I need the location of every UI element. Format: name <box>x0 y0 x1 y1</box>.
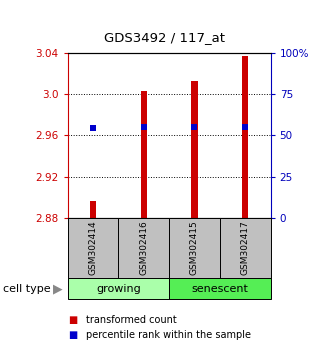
Bar <box>169 218 220 278</box>
Bar <box>220 218 271 278</box>
Text: GSM302414: GSM302414 <box>88 221 98 275</box>
Text: cell type: cell type <box>3 284 51 294</box>
Bar <box>242 56 248 218</box>
Text: GSM302417: GSM302417 <box>241 221 250 275</box>
Text: transformed count: transformed count <box>86 315 177 325</box>
Text: GDS3492 / 117_at: GDS3492 / 117_at <box>105 31 225 44</box>
Text: ▶: ▶ <box>53 283 63 296</box>
Text: ■: ■ <box>68 330 77 339</box>
Bar <box>68 278 169 299</box>
Bar <box>141 91 147 218</box>
Bar <box>90 201 96 218</box>
Text: GSM302415: GSM302415 <box>190 221 199 275</box>
Bar <box>68 218 118 278</box>
Text: percentile rank within the sample: percentile rank within the sample <box>86 330 251 339</box>
Text: ■: ■ <box>68 315 77 325</box>
Bar <box>118 218 169 278</box>
Bar <box>191 81 198 218</box>
Text: GSM302416: GSM302416 <box>139 221 148 275</box>
Bar <box>169 278 271 299</box>
Text: senescent: senescent <box>191 284 248 293</box>
Text: growing: growing <box>96 284 141 293</box>
